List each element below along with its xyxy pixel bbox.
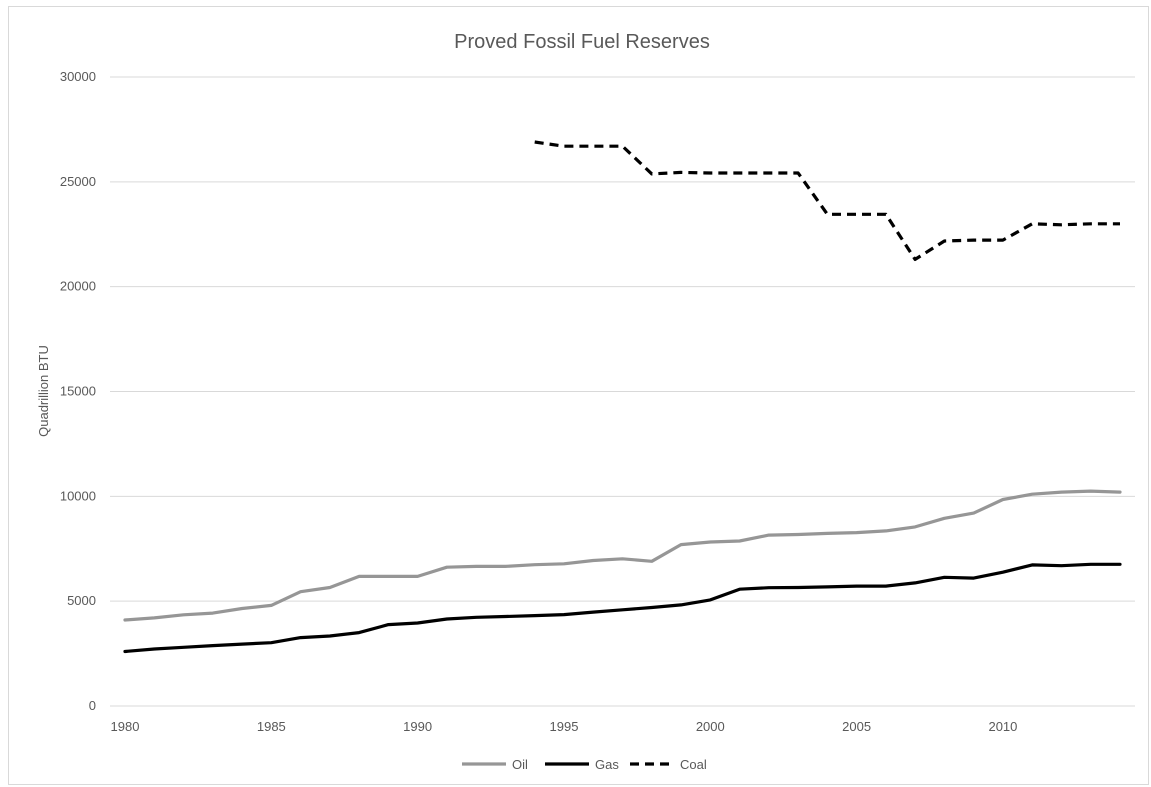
y-axis-title: Quadrillion BTU: [36, 345, 51, 437]
y-tick-label: 25000: [60, 174, 96, 189]
legend-label-coal: Coal: [680, 757, 707, 772]
legend-label-oil: Oil: [512, 757, 528, 772]
x-tick-label: 2010: [988, 719, 1017, 734]
chart-frame: [8, 6, 1149, 785]
series-line-oil: [123, 489, 1122, 622]
x-tick-label: 1995: [550, 719, 579, 734]
x-tick-label: 2005: [842, 719, 871, 734]
gridlines: [110, 76, 1135, 707]
x-tick-label: 1980: [111, 719, 140, 734]
y-tick-label: 5000: [67, 593, 96, 608]
y-tick-label: 15000: [60, 384, 96, 399]
y-tick-label: 20000: [60, 279, 96, 294]
chart-title: Proved Fossil Fuel Reserves: [454, 31, 710, 53]
series-line-coal: [534, 140, 1120, 261]
y-tick-label: 10000: [60, 488, 96, 503]
series-lines: [123, 140, 1122, 654]
x-tick-label: 2000: [696, 719, 725, 734]
axes: 0 5000 10000 15000 20000 25000 30000 1980 1985 19…: [60, 69, 1018, 734]
x-tick-label: 1985: [257, 719, 286, 734]
x-tick-label: 1990: [403, 719, 432, 734]
legend-label-gas: Gas: [595, 757, 619, 772]
series-line-gas: [123, 562, 1122, 654]
legend: Oil Gas Coal: [462, 757, 707, 772]
y-tick-label: 0: [89, 698, 96, 713]
y-tick-label: 30000: [60, 69, 96, 84]
